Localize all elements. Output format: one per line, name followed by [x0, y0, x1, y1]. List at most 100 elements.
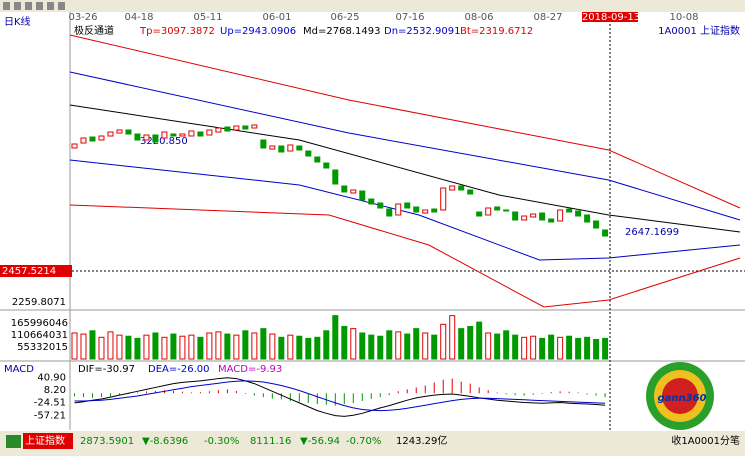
- candle: [512, 211, 519, 221]
- candle: [89, 136, 96, 142]
- volume-bar: [323, 330, 330, 360]
- candle: [305, 150, 312, 157]
- status-value: 2873.5901: [80, 436, 134, 447]
- date-label: 06-25: [330, 12, 359, 23]
- price-label: 2259.8071: [12, 297, 66, 308]
- logo-text: gann360: [657, 393, 706, 404]
- candle: [566, 208, 573, 213]
- status-bar: [0, 431, 745, 456]
- candle: [476, 211, 483, 217]
- volume-bar: [251, 332, 258, 360]
- candle: [593, 220, 600, 229]
- candle: [188, 130, 195, 137]
- candle: [170, 133, 177, 137]
- candle: [278, 145, 285, 153]
- candle: [359, 190, 366, 201]
- candle: [323, 162, 330, 169]
- price-label: 2647.1699: [625, 227, 679, 238]
- volume-bar: [575, 337, 582, 360]
- macd-label: DIF=-30.97: [78, 364, 135, 375]
- icon[interactable]: [25, 2, 32, 10]
- volume-bar: [368, 334, 375, 360]
- period-label: 日K线: [4, 15, 31, 28]
- volume-bar: [359, 332, 366, 360]
- candle: [125, 129, 132, 135]
- volume-bar: [494, 333, 501, 360]
- volume-bar: [242, 330, 249, 360]
- candle: [269, 145, 276, 150]
- volume-bar: [413, 328, 420, 360]
- candle: [233, 125, 240, 131]
- candle: [575, 210, 582, 217]
- volume-tick-label: 110664031: [11, 330, 68, 341]
- candle: [71, 143, 78, 149]
- volume-bar: [305, 337, 312, 360]
- date-label: 06-01: [262, 12, 291, 23]
- candle: [80, 137, 87, 144]
- macd-label: DEA=-26.00: [148, 364, 209, 375]
- channel-line: [69, 159, 741, 261]
- volume-bar: [512, 334, 519, 360]
- volume-bar: [188, 334, 195, 360]
- volume-bar: [458, 328, 465, 360]
- channel-line: [69, 104, 741, 233]
- indicator-param: Bt=2319.6712: [460, 26, 533, 37]
- channel-line: [69, 71, 741, 221]
- volume-bar: [584, 336, 591, 360]
- volume-bar: [278, 336, 285, 360]
- date-label: 03-26: [68, 12, 97, 23]
- date-label: 08-06: [464, 12, 493, 23]
- macd-label: MACD=-9.93: [218, 364, 282, 375]
- candle: [152, 134, 159, 143]
- candle: [530, 213, 537, 218]
- volume-bar: [215, 331, 222, 360]
- candle: [107, 131, 114, 137]
- icon[interactable]: [58, 2, 65, 10]
- candle: [386, 208, 393, 217]
- volume-bar: [269, 333, 276, 360]
- indicator-param: Up=2943.0906: [220, 26, 296, 37]
- icon[interactable]: [3, 2, 10, 10]
- volume-bar: [377, 335, 384, 360]
- macd-tick-label: -57.21: [34, 410, 66, 421]
- volume-bar: [422, 332, 429, 360]
- status-value: 1243.29亿: [396, 434, 447, 447]
- volume-bar: [125, 335, 132, 360]
- status-icon[interactable]: [6, 435, 21, 448]
- volume-bar: [404, 333, 411, 360]
- candle: [296, 145, 303, 151]
- volume-bar: [350, 328, 357, 360]
- date-highlight: [582, 12, 638, 22]
- volume-bar: [107, 331, 114, 360]
- candle: [179, 133, 186, 137]
- candle: [224, 126, 231, 132]
- candle: [584, 214, 591, 223]
- icon[interactable]: [36, 2, 43, 10]
- candle: [458, 185, 465, 191]
- volume-bar: [548, 334, 555, 360]
- candle: [413, 206, 420, 213]
- candle: [251, 124, 258, 129]
- candle: [143, 134, 150, 141]
- volume-bar: [314, 336, 321, 360]
- volume-bar: [395, 331, 402, 360]
- icon[interactable]: [14, 2, 21, 10]
- volume-bar: [566, 335, 573, 360]
- candle: [215, 127, 222, 133]
- candle: [260, 139, 267, 149]
- volume-bar: [71, 332, 78, 360]
- candle: [548, 218, 555, 223]
- volume-bar: [593, 338, 600, 360]
- candle: [485, 207, 492, 216]
- status-name: 上证指数: [25, 434, 65, 447]
- candle: [539, 212, 546, 221]
- status-value: -0.70%: [346, 436, 381, 447]
- volume-tick-label: 165996046: [11, 318, 68, 329]
- volume-bar: [296, 335, 303, 360]
- toolbar: [0, 0, 745, 12]
- status-name-box: [23, 433, 73, 449]
- candle: [161, 131, 168, 139]
- indicator-param: Md=2768.1493: [303, 26, 380, 37]
- volume-bar: [197, 336, 204, 360]
- icon[interactable]: [47, 2, 54, 10]
